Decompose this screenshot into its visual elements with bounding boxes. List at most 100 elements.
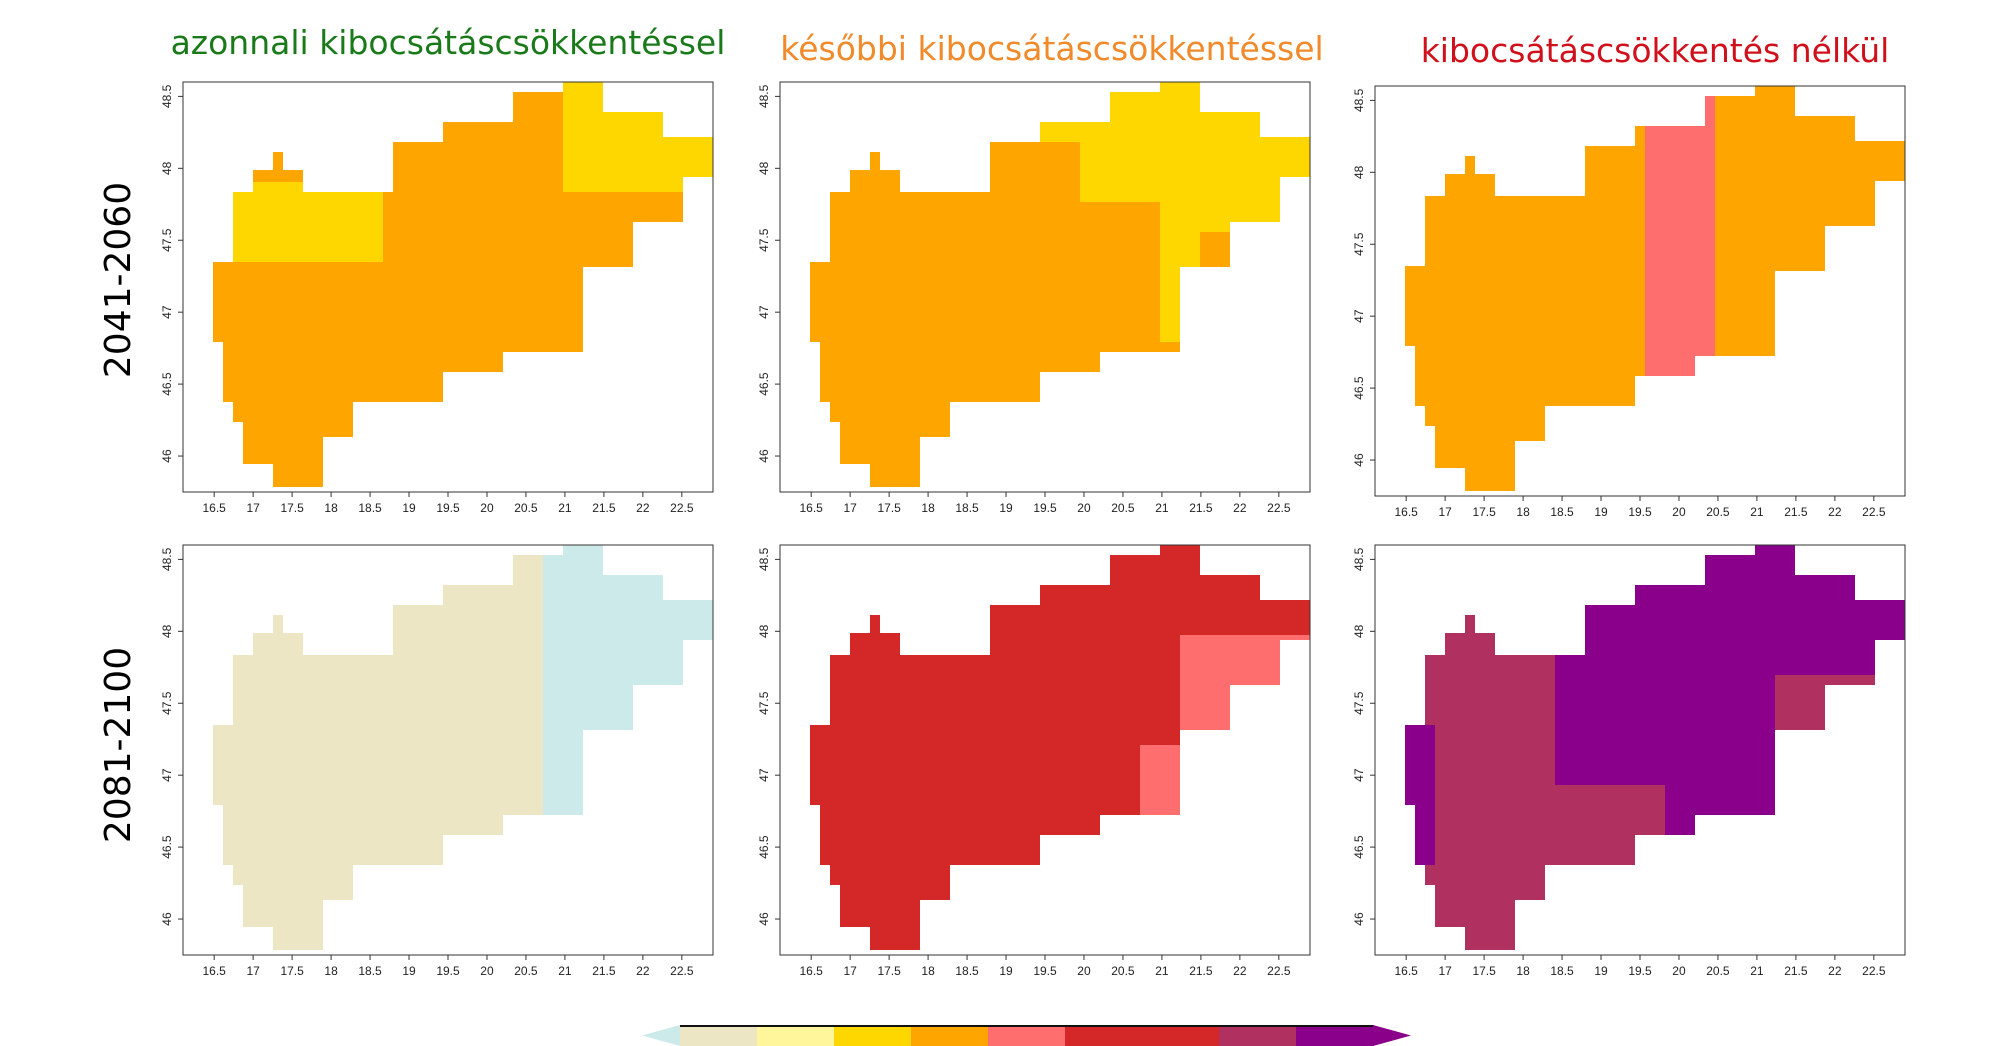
x-tick-label: 17.5 [280, 501, 304, 515]
x-tick-label: 20.5 [514, 501, 538, 515]
x-tick-label: 17 [246, 964, 260, 978]
x-tick-label: 17 [1438, 505, 1452, 519]
colorbar-segment [1065, 1025, 1143, 1046]
x-tick-label: 16.5 [799, 964, 823, 978]
y-tick-label: 47 [160, 768, 174, 782]
x-tick-label: 21.5 [1189, 501, 1213, 515]
y-tick-label: 47.5 [1352, 232, 1366, 256]
x-tick-label: 22 [1233, 501, 1247, 515]
y-tick-label: 46.5 [1352, 376, 1366, 400]
region-secondary [1405, 545, 1905, 875]
x-tick-label: 18.5 [358, 964, 382, 978]
y-tick-label: 46 [160, 449, 174, 463]
x-tick-label: 18 [324, 501, 338, 515]
x-tick-label: 20 [1672, 964, 1686, 978]
x-tick-label: 22.5 [670, 501, 694, 515]
y-tick-label: 46 [757, 912, 771, 926]
y-tick-label: 48.5 [1352, 88, 1366, 112]
x-tick-label: 18.5 [955, 501, 979, 515]
y-tick-label: 47.5 [1352, 691, 1366, 715]
colorbar-segment [911, 1025, 989, 1046]
y-tick-label: 47.5 [160, 228, 174, 252]
x-tick-label: 16.5 [202, 501, 226, 515]
x-tick-label: 21.5 [592, 964, 616, 978]
map-panel-4: 16.5 17 17.5 18 18.5 19 19.5 20 20.5 21 21.5 22 22.5… [160, 544, 714, 978]
x-tick-label: 19.5 [1628, 505, 1652, 519]
x-tick-label: 20.5 [514, 964, 538, 978]
x-tick-label: 22.5 [670, 964, 694, 978]
map-panel-5: 16.5 17 17.5 18 18.5 19 19.5 20 20.5 21 21.5 22 22.5… [757, 544, 1311, 978]
x-tick-label: 22 [636, 964, 650, 978]
y-tick-label: 48 [1352, 624, 1366, 638]
colorbar-segment [757, 1025, 835, 1046]
region-fill [810, 545, 1310, 950]
y-tick-label: 48.5 [160, 84, 174, 108]
x-tick-label: 19 [402, 501, 416, 515]
y-tick-label: 46 [1352, 453, 1366, 467]
x-tick-label: 20 [1672, 505, 1686, 519]
y-tick-label: 48.5 [160, 547, 174, 571]
y-tick-label: 47.5 [160, 691, 174, 715]
y-tick-label: 47.5 [757, 691, 771, 715]
column-title-1: azonnali kibocsátáscsökkentéssel [171, 23, 726, 62]
y-tick-label: 46.5 [160, 372, 174, 396]
map-panel-1: 16.5 17 17.5 18 18.5 19 19.5 20 20.5 21 21.5 22 22.5… [160, 81, 714, 515]
region-fill [1405, 86, 1905, 491]
region-secondary [810, 82, 1310, 342]
x-tick-label: 20.5 [1706, 964, 1730, 978]
x-tick-label: 19 [999, 964, 1013, 978]
x-tick-label: 16.5 [202, 964, 226, 978]
y-tick-label: 47 [160, 305, 174, 319]
colorbar-segment [988, 1025, 1066, 1046]
x-tick-label: 22.5 [1862, 964, 1886, 978]
x-tick-label: 22.5 [1862, 505, 1886, 519]
x-tick-label: 22 [1828, 964, 1842, 978]
x-tick-label: 19.5 [436, 964, 460, 978]
x-tick-label: 21 [1155, 964, 1169, 978]
x-tick-label: 22.5 [1267, 964, 1291, 978]
x-tick-label: 19 [1594, 964, 1608, 978]
y-tick-label: 46.5 [757, 372, 771, 396]
x-tick-label: 21.5 [592, 501, 616, 515]
y-tick-label: 47.5 [757, 228, 771, 252]
x-tick-label: 19.5 [1033, 501, 1057, 515]
x-tick-label: 17.5 [280, 964, 304, 978]
x-tick-label: 21.5 [1784, 505, 1808, 519]
x-tick-label: 18 [1516, 964, 1530, 978]
colorbar-right-arrow [1373, 1025, 1411, 1046]
region-secondary [213, 82, 713, 262]
x-tick-label: 16.5 [799, 501, 823, 515]
x-tick-label: 17.5 [1472, 964, 1496, 978]
colorbar-left-arrow [642, 1025, 680, 1046]
column-title-2: későbbi kibocsátáscsökkentéssel [780, 29, 1323, 68]
colorbar-segment [1219, 1025, 1297, 1046]
x-tick-label: 20.5 [1111, 501, 1135, 515]
x-tick-label: 18 [921, 964, 935, 978]
x-tick-label: 17 [1438, 964, 1452, 978]
region-secondary [1645, 86, 1715, 406]
colorbar-segment [680, 1025, 758, 1046]
map-panel-2: 16.5 17 17.5 18 18.5 19 19.5 20 20.5 21 21.5 22 22.5… [757, 81, 1311, 515]
x-tick-label: 21.5 [1784, 964, 1808, 978]
x-tick-label: 22 [636, 501, 650, 515]
x-tick-label: 19.5 [436, 501, 460, 515]
column-title-3: kibocsátáscsökkentés nélkül [1421, 31, 1890, 70]
x-tick-label: 21 [558, 964, 572, 978]
x-tick-label: 18 [324, 964, 338, 978]
x-tick-label: 20.5 [1111, 964, 1135, 978]
y-tick-label: 46 [1352, 912, 1366, 926]
map-panels: 16.5 17 17.5 18 18.5 19 19.5 20 20.5 21 21.5 22 22.5… [160, 81, 1906, 978]
y-tick-label: 46.5 [160, 835, 174, 859]
y-tick-label: 47 [1352, 309, 1366, 323]
y-tick-label: 48 [757, 161, 771, 175]
y-tick-label: 46 [757, 449, 771, 463]
y-tick-label: 48.5 [1352, 547, 1366, 571]
x-tick-label: 16.5 [1394, 964, 1418, 978]
y-tick-label: 48 [160, 624, 174, 638]
x-tick-label: 19.5 [1628, 964, 1652, 978]
y-tick-label: 47 [757, 305, 771, 319]
x-tick-label: 20.5 [1706, 505, 1730, 519]
x-tick-label: 21 [1750, 964, 1764, 978]
map-panel-6: 16.5 17 17.5 18 18.5 19 19.5 20 20.5 21 21.5 22 22.5… [1352, 544, 1906, 978]
